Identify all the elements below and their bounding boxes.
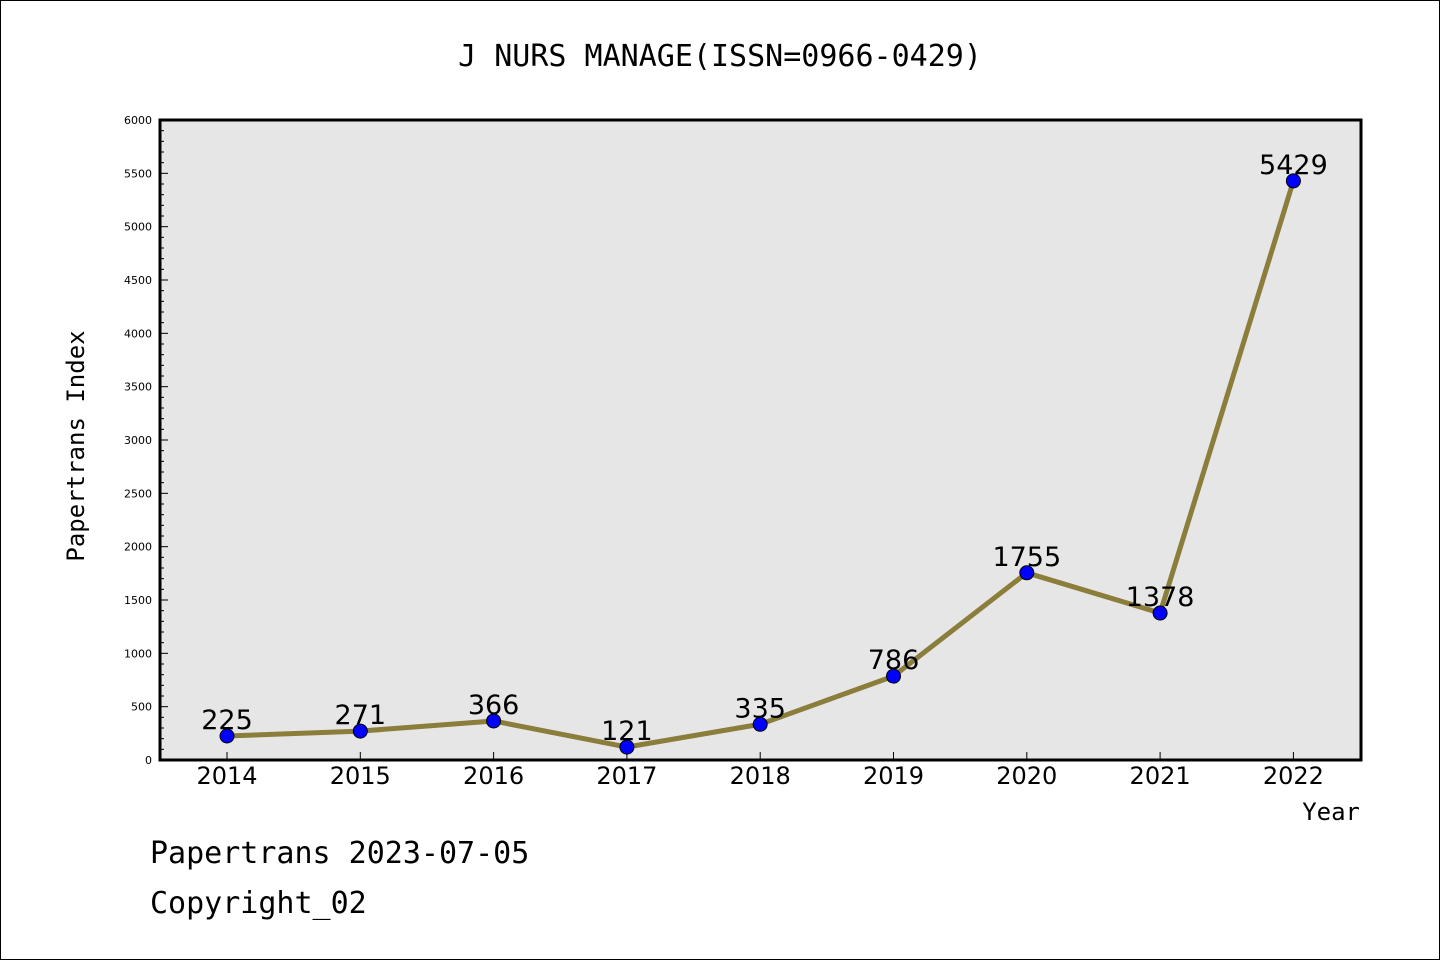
data-point xyxy=(1152,605,1168,621)
x-tick-label: 2018 xyxy=(730,762,791,790)
y-tick-label: 2000 xyxy=(124,541,152,554)
series: 225 271 366 121 335 786 1755 1378 5429 xyxy=(201,150,1328,755)
y-axis-ticks: 0 500 1000 1500 2000 2500 3000 3500 4000 4500 5000… xyxy=(124,114,168,767)
chart-title: J NURS MANAGE(ISSN=0966-0429) xyxy=(458,39,982,74)
y-tick-label: 4500 xyxy=(124,274,152,287)
y-tick-label: 0 xyxy=(145,754,152,767)
x-tick-label: 2021 xyxy=(1130,762,1191,790)
y-tick-label: 6000 xyxy=(124,114,152,127)
data-point xyxy=(219,728,235,744)
data-point xyxy=(486,713,502,729)
data-point xyxy=(1285,173,1301,189)
plot-area xyxy=(160,120,1361,760)
data-label: 121 xyxy=(601,716,653,747)
footer-date: Papertrans 2023-07-05 xyxy=(150,836,530,871)
x-axis-label: Year xyxy=(1302,798,1360,826)
data-label: 335 xyxy=(734,693,786,724)
x-tick-label: 2016 xyxy=(463,762,524,790)
data-label: 1378 xyxy=(1126,582,1195,613)
data-point xyxy=(1019,565,1035,581)
data-label: 225 xyxy=(201,705,253,736)
data-point xyxy=(886,668,901,684)
y-tick-label: 5000 xyxy=(124,221,152,234)
y-tick-label: 3000 xyxy=(124,434,152,447)
x-tick-label: 2020 xyxy=(996,762,1057,790)
y-tick-label: 1000 xyxy=(124,647,152,660)
data-label: 366 xyxy=(468,690,520,721)
x-tick-label: 2019 xyxy=(863,762,924,790)
data-point xyxy=(619,739,635,755)
y-tick-label: 5500 xyxy=(124,167,152,180)
plot-border xyxy=(158,118,1363,762)
data-label: 786 xyxy=(868,645,920,676)
data-label: 271 xyxy=(335,700,387,731)
x-axis-ticks: 2014 2015 2016 2017 2018 2019 2020 2021 2022 xyxy=(196,752,1324,790)
data-point xyxy=(352,723,368,739)
y-tick-label: 4000 xyxy=(124,327,152,340)
data-label: 5429 xyxy=(1259,150,1328,181)
x-tick-label: 2014 xyxy=(196,762,257,790)
y-tick-label: 3500 xyxy=(124,381,152,394)
data-label: 1755 xyxy=(992,542,1061,573)
x-tick-label: 2022 xyxy=(1263,762,1324,790)
x-tick-label: 2017 xyxy=(596,762,657,790)
y-tick-label: 500 xyxy=(131,701,152,714)
y-tick-label: 2500 xyxy=(124,487,152,500)
footer-copyright: Copyright_02 xyxy=(150,886,367,921)
y-tick-label: 1500 xyxy=(124,594,152,607)
x-tick-label: 2015 xyxy=(330,762,391,790)
y-axis-label: Papertrans Index xyxy=(62,330,90,561)
data-point xyxy=(752,716,768,732)
